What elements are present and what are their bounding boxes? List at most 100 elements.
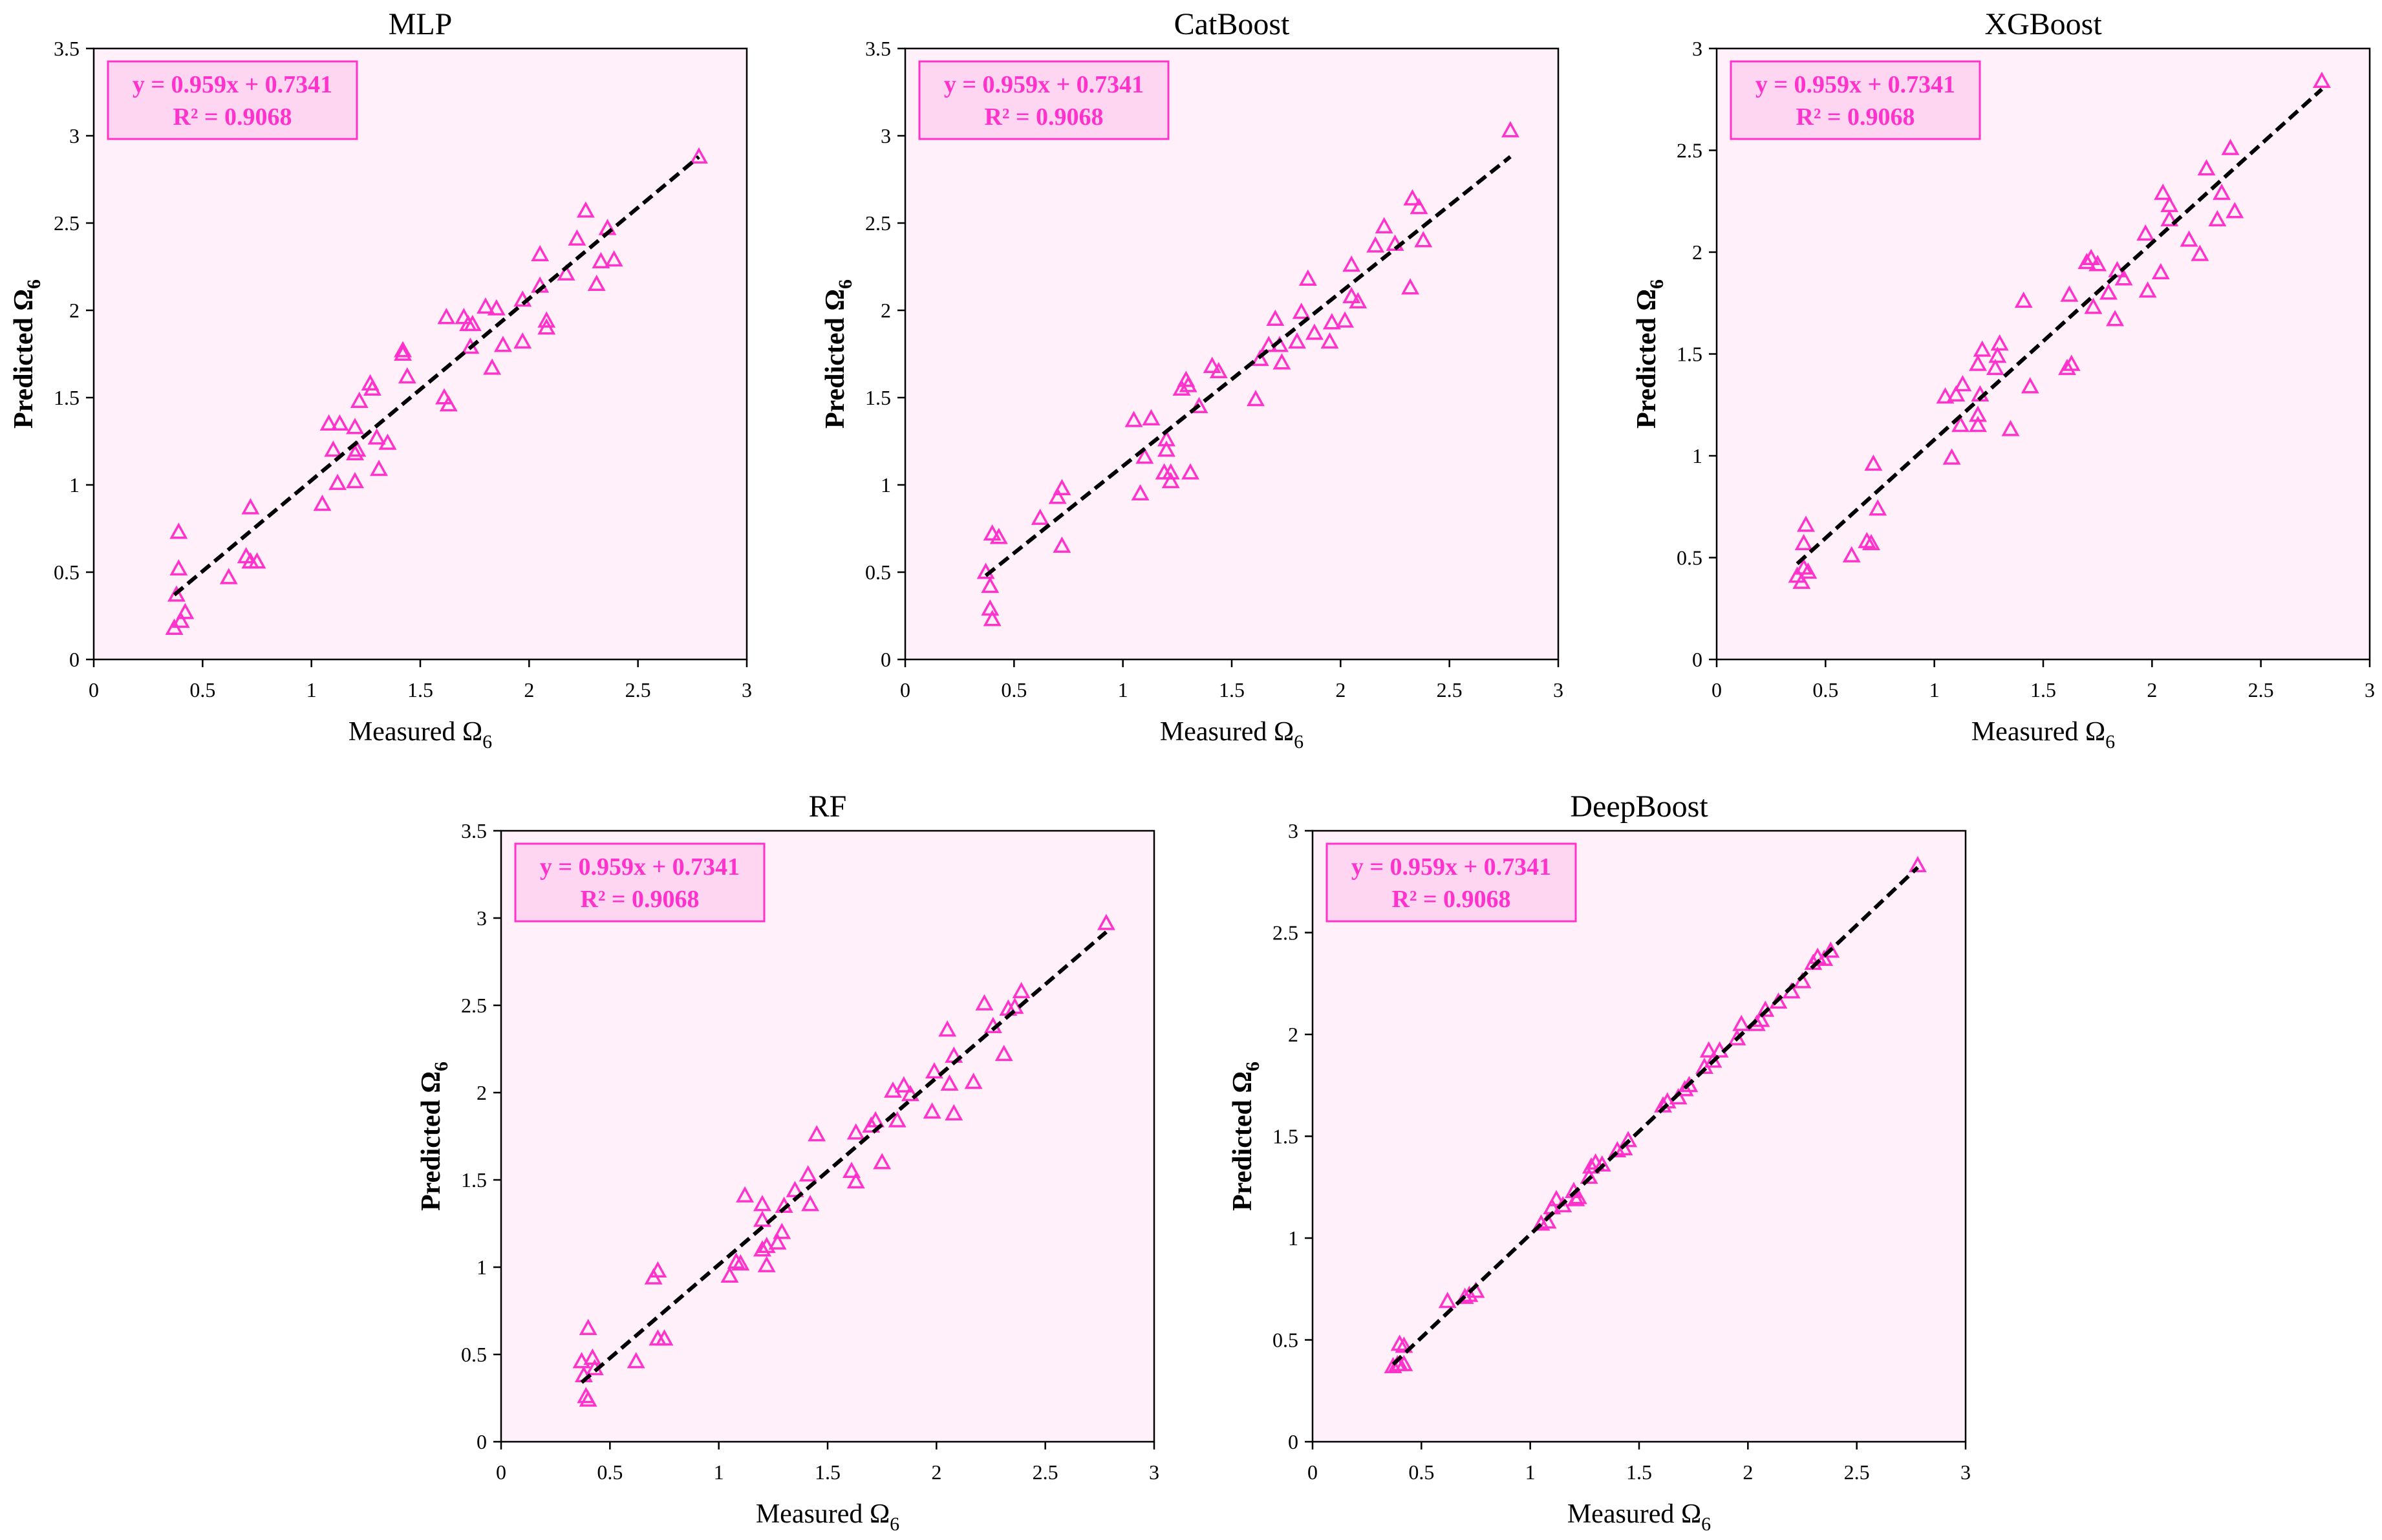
data-point bbox=[493, 336, 512, 352]
y-tick-label: 0 bbox=[1692, 648, 1702, 671]
x-tick-label: 3 bbox=[1960, 1460, 1971, 1484]
trend-line bbox=[580, 930, 1108, 1384]
y-tick-label: 1 bbox=[881, 473, 891, 497]
data-point bbox=[1986, 358, 2004, 376]
data-point bbox=[370, 460, 389, 476]
data-point bbox=[346, 418, 364, 434]
data-point bbox=[219, 568, 238, 584]
data-point bbox=[1053, 478, 1071, 495]
x-tick-label: 0.5 bbox=[1812, 678, 1838, 701]
data-point bbox=[757, 1236, 776, 1254]
data-point bbox=[627, 1352, 645, 1369]
data-point bbox=[169, 559, 188, 576]
data-point bbox=[1842, 546, 1861, 562]
regression-equation: y = 0.959x + 0.7341 bbox=[133, 71, 332, 98]
data-point bbox=[862, 1116, 881, 1133]
y-tick-label: 2 bbox=[1288, 1023, 1298, 1046]
data-point bbox=[2062, 354, 2081, 371]
y-axis-label: Predicted Ω6 bbox=[1228, 1062, 1263, 1211]
data-point bbox=[361, 374, 380, 390]
x-tick-label: 1.5 bbox=[2030, 678, 2056, 701]
r-squared-value: R² = 0.9068 bbox=[1796, 103, 1915, 131]
data-point bbox=[1161, 471, 1180, 489]
data-point bbox=[572, 1352, 591, 1369]
data-point bbox=[1366, 236, 1385, 253]
data-point bbox=[394, 344, 413, 361]
chart-panel-xgboost: XGBoost 0 0.5 1 1.5 2 2.5 3 0 0.5 1 1.5 2 2.5 3 Measure… bbox=[1632, 7, 2375, 753]
data-point bbox=[348, 440, 367, 457]
y-tick-label: 3 bbox=[881, 124, 891, 147]
data-point bbox=[768, 1233, 787, 1250]
y-tick-label: 2.5 bbox=[54, 211, 80, 235]
data-point bbox=[2138, 281, 2157, 298]
data-point bbox=[1031, 508, 1049, 525]
data-point bbox=[786, 1181, 804, 1197]
data-point bbox=[1375, 217, 1393, 233]
trend-line bbox=[1391, 866, 1919, 1366]
data-point bbox=[437, 308, 456, 325]
data-point bbox=[1793, 972, 1812, 989]
x-tick-label: 3 bbox=[1553, 678, 1563, 701]
chart-panel-catboost: CatBoost 0 0.5 1 1.5 2 2.5 3 0 0.5 1 1.5 2 2.5 3 3.5 Mea… bbox=[821, 7, 1563, 753]
data-point bbox=[1988, 347, 2007, 363]
data-point bbox=[1864, 454, 1883, 471]
y-tick-label: 3 bbox=[1692, 37, 1702, 60]
data-point bbox=[324, 440, 343, 457]
regression-equation: y = 0.959x + 0.7341 bbox=[1351, 853, 1551, 881]
data-point bbox=[2136, 224, 2155, 241]
data-point bbox=[2060, 285, 2079, 302]
data-point bbox=[1266, 309, 1285, 326]
x-tick-label: 0.5 bbox=[597, 1460, 623, 1484]
y-tick-label: 1.5 bbox=[461, 1168, 487, 1192]
data-point bbox=[605, 250, 623, 267]
data-point bbox=[1349, 292, 1368, 309]
data-point bbox=[169, 522, 188, 539]
regression-annotation: y = 0.959x + 0.7341 R² = 0.9068 bbox=[1730, 60, 1981, 140]
data-point bbox=[1969, 416, 1987, 433]
data-point bbox=[994, 1044, 1013, 1062]
x-tick-label: 2 bbox=[931, 1460, 941, 1484]
data-point bbox=[888, 1111, 907, 1128]
y-tick-label: 2 bbox=[1692, 241, 1702, 264]
data-point bbox=[1342, 286, 1361, 303]
data-point bbox=[1410, 198, 1428, 215]
data-point bbox=[1732, 1014, 1751, 1031]
regression-annotation: y = 0.959x + 0.7341 R² = 0.9068 bbox=[1325, 842, 1577, 923]
data-point bbox=[1298, 269, 1317, 286]
data-point bbox=[1942, 448, 1961, 465]
data-point bbox=[1675, 1080, 1694, 1096]
data-point bbox=[1969, 354, 1987, 371]
y-axis-label: Predicted Ω6 bbox=[1632, 279, 1668, 429]
data-point bbox=[1181, 463, 1200, 480]
data-point bbox=[378, 433, 397, 450]
data-point bbox=[1053, 536, 1071, 553]
data-point bbox=[1951, 416, 1970, 433]
x-tick-label: 2.5 bbox=[1844, 1460, 1870, 1484]
data-point bbox=[894, 1076, 913, 1093]
data-point bbox=[720, 1266, 739, 1283]
x-tick-label: 2.5 bbox=[625, 678, 651, 701]
y-tick-label: 0.5 bbox=[54, 561, 80, 584]
annotation-box bbox=[1325, 842, 1577, 923]
y-tick-label: 3 bbox=[69, 124, 80, 147]
data-point bbox=[1569, 1188, 1587, 1204]
data-point bbox=[350, 391, 369, 408]
x-tick-label: 0.5 bbox=[1408, 1460, 1434, 1484]
y-tick-label: 3.5 bbox=[461, 819, 487, 842]
plot-area bbox=[1715, 47, 2371, 661]
data-point bbox=[1858, 531, 1876, 548]
x-tick-label: 1 bbox=[306, 678, 317, 701]
y-tick-label: 1 bbox=[69, 473, 80, 497]
data-point bbox=[2226, 202, 2244, 219]
x-tick-label: 3 bbox=[742, 678, 752, 701]
r-squared-value: R² = 0.9068 bbox=[173, 103, 292, 131]
data-point bbox=[940, 1074, 959, 1091]
data-point bbox=[1615, 1139, 1633, 1155]
data-point bbox=[842, 1161, 861, 1179]
x-axis-label: Measured Ω6 bbox=[349, 717, 492, 753]
x-tick-label: 1 bbox=[714, 1460, 724, 1484]
x-tick-label: 1 bbox=[1929, 678, 1940, 701]
data-point bbox=[2001, 420, 2020, 436]
x-axis-label: Measured Ω6 bbox=[1160, 717, 1304, 753]
data-point bbox=[1821, 941, 1840, 958]
